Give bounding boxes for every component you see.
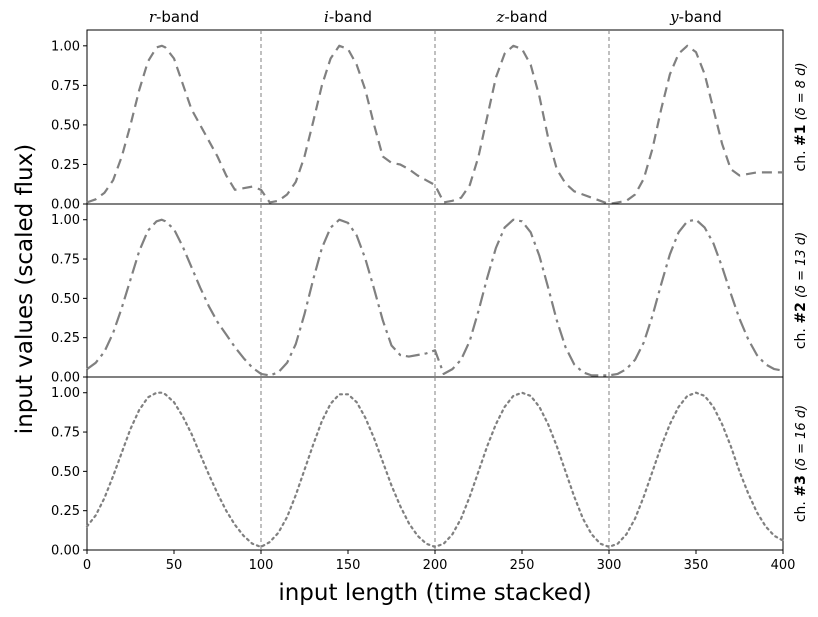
series-line-dotted	[85, 391, 785, 549]
x-tick-label: 350	[684, 558, 709, 573]
channel-label: ch. #3 (δ = 16 d)	[793, 405, 809, 522]
x-axis-label: input length (time stacked)	[278, 580, 591, 606]
series-line-dashed	[86, 44, 783, 206]
channel-label: ch. #2 (δ = 13 d)	[793, 232, 809, 349]
y-tick-label: 0.75	[51, 79, 80, 94]
x-tick-label: 300	[597, 558, 622, 573]
band-label-z: z-band	[495, 8, 547, 26]
x-tick-label: 0	[83, 558, 91, 573]
x-tick-label: 200	[423, 558, 448, 573]
y-tick-label: 0.00	[51, 198, 80, 213]
y-axis-label: input values (scaled flux)	[12, 144, 38, 434]
band-label-y: y-band	[669, 8, 722, 26]
y-tick-label: 0.25	[51, 331, 80, 346]
channel-label: ch. #1 (δ = 8 d)	[793, 62, 809, 171]
y-tick-label: 0.50	[51, 465, 80, 480]
y-tick-label: 1.00	[51, 386, 80, 401]
y-tick-label: 0.00	[51, 371, 80, 386]
panel-3: 0.00 0.25 0.50 0.75 1.00 ch. #3 (δ = 16 d)	[51, 376, 809, 559]
x-tick-label: 150	[336, 558, 361, 573]
y-tick-label: 0.25	[51, 158, 80, 173]
x-tick-label: 100	[249, 558, 274, 573]
x-tick-label: 50	[166, 558, 183, 573]
y-tick-label: 0.00	[51, 544, 80, 559]
y-tick-label: 1.00	[51, 213, 80, 228]
y-tick-label: 0.25	[51, 504, 80, 519]
band-label-i: i-band	[324, 8, 372, 26]
y-tick-label: 0.75	[51, 426, 80, 441]
y-tick-label: 0.50	[51, 118, 80, 133]
panel-2: 0.00 0.25 0.50 0.75 1.00 ch. #2 (δ = 13 d)	[51, 203, 809, 386]
y-tick-label: 0.75	[51, 253, 80, 268]
y-tick-label: 1.00	[51, 39, 80, 54]
x-tick-label: 400	[771, 558, 796, 573]
band-label-r: r-band	[149, 8, 199, 26]
x-tick-label: 250	[510, 558, 535, 573]
y-tick-label: 0.50	[51, 292, 80, 307]
panel-1: 0.00 0.25 0.50 0.75 1.00 ch. #1 (δ = 8 d)	[51, 29, 809, 213]
